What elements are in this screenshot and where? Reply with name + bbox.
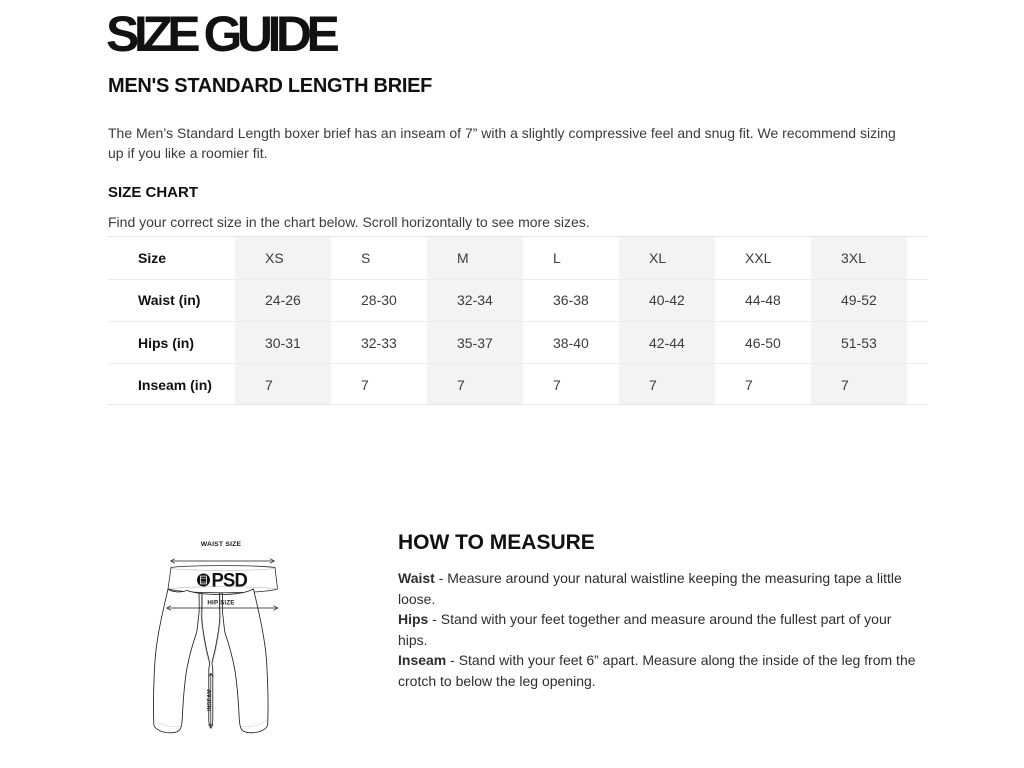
- svg-text:WAIST SIZE: WAIST SIZE: [201, 541, 242, 548]
- svg-text:INSEAM: INSEAM: [207, 689, 213, 711]
- svg-text:HIP SIZE: HIP SIZE: [207, 600, 234, 607]
- svg-text:PSD: PSD: [212, 569, 248, 590]
